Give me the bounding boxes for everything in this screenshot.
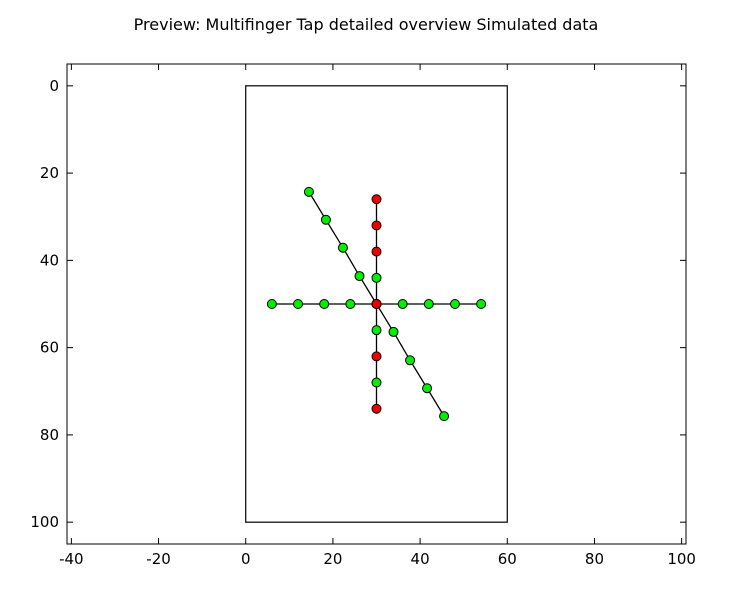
touch-surface-rect	[245, 85, 508, 523]
data-point	[439, 411, 450, 422]
axis-ticks: -40 -20 0 20 40 60 80 100 0 20 40 60 80 100	[30, 64, 696, 568]
data-point	[371, 194, 382, 205]
x-tick-label: 0	[241, 550, 251, 568]
y-tick-label: 20	[40, 164, 59, 182]
data-point	[319, 299, 330, 309]
data-point	[354, 271, 365, 282]
plot-area-frame	[66, 63, 687, 545]
data-point	[303, 186, 314, 197]
data-point	[345, 299, 356, 309]
x-tick-label: -20	[146, 550, 171, 568]
data-point	[371, 272, 382, 283]
data-point	[266, 299, 277, 309]
data-point	[422, 383, 433, 394]
data-point	[371, 377, 382, 388]
data-point	[371, 220, 382, 231]
x-tick-label: 40	[411, 550, 430, 568]
data-point	[293, 299, 304, 309]
x-tick-label: 60	[498, 550, 517, 568]
data-point	[449, 299, 460, 309]
y-tick-label: 60	[40, 339, 59, 357]
data-point	[405, 355, 416, 366]
data-point	[371, 403, 382, 414]
y-tick-label: 0	[49, 77, 59, 95]
data-point	[388, 326, 399, 337]
data-point	[337, 242, 348, 253]
data-point	[397, 299, 408, 309]
x-tick-label: 100	[667, 550, 696, 568]
x-tick-label: -40	[59, 550, 84, 568]
data-point	[320, 214, 331, 225]
data-point	[371, 351, 382, 362]
x-tick-label: 80	[585, 550, 604, 568]
data-point	[371, 325, 382, 336]
x-tick-label: 20	[323, 550, 342, 568]
data-point	[371, 299, 382, 309]
data-point	[476, 299, 487, 309]
series-points	[266, 186, 487, 422]
chart-title: Preview: Multifinger Tap detailed overvi…	[134, 15, 599, 34]
region-layer	[245, 85, 508, 523]
y-tick-label: 40	[40, 251, 59, 269]
y-tick-label: 100	[30, 513, 59, 531]
y-tick-label: 80	[40, 426, 59, 444]
data-point	[423, 299, 434, 309]
data-point	[371, 246, 382, 257]
